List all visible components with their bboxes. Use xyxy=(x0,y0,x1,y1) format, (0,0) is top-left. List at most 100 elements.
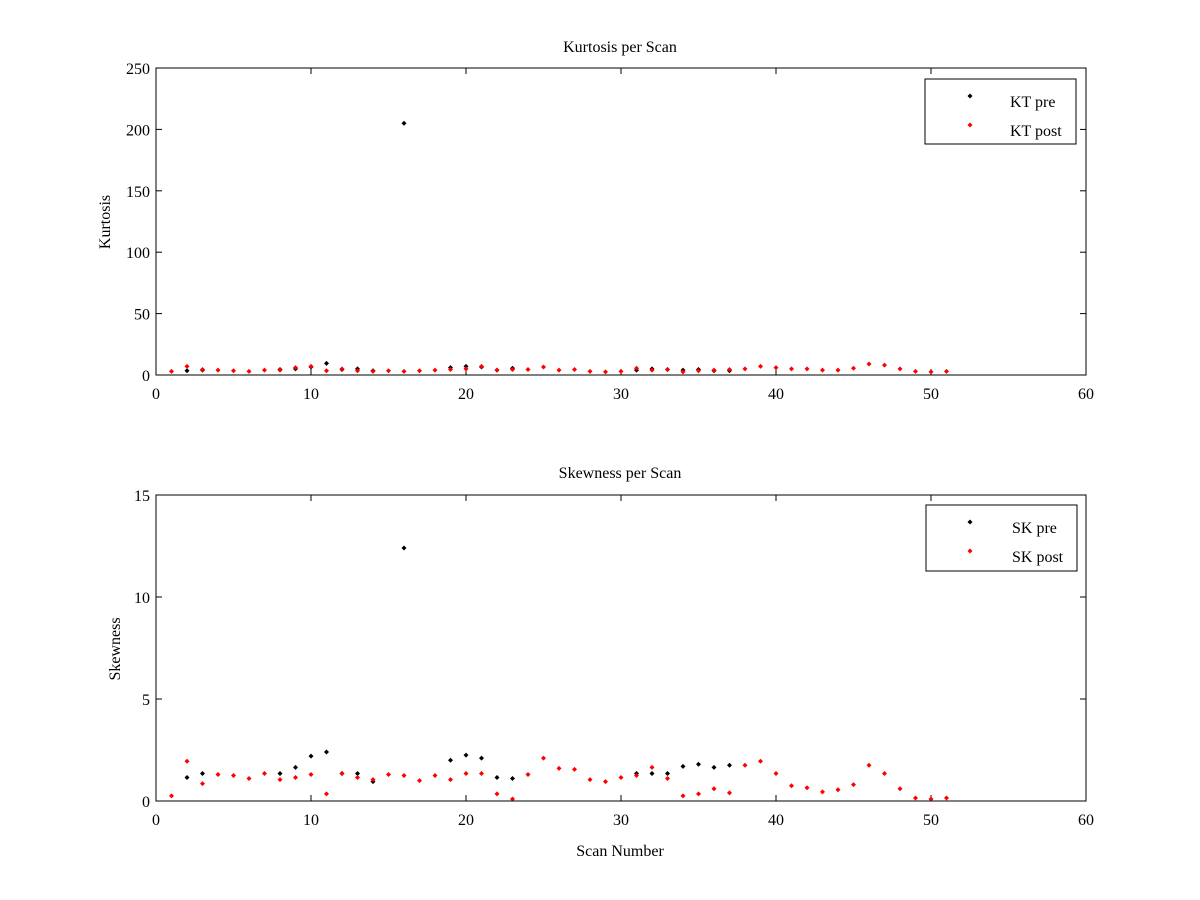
kurtosis-post-point xyxy=(789,366,794,372)
skewness-post-point xyxy=(789,783,794,789)
skewness-post-point xyxy=(711,786,717,792)
skewness-post-point xyxy=(386,771,391,777)
skewness-post-point xyxy=(184,758,190,764)
kurtosis-post-point xyxy=(448,366,453,372)
skewness-legend-marker-post xyxy=(967,548,973,554)
skewness-x-tick-label: 30 xyxy=(613,812,629,829)
kurtosis-x-tick-label: 40 xyxy=(768,386,784,403)
kurtosis-post-point xyxy=(215,367,221,373)
kurtosis-post-point xyxy=(262,367,267,373)
kurtosis-post-point xyxy=(556,367,562,373)
kurtosis-pre-point xyxy=(324,360,329,366)
kurtosis-legend-label-pre: KT pre xyxy=(1010,94,1055,111)
kurtosis-y-tick-label: 0 xyxy=(142,368,150,385)
skewness-post-point xyxy=(277,777,283,783)
kurtosis-x-tick-label: 0 xyxy=(152,386,160,403)
skewness-post-point xyxy=(758,758,763,764)
skewness-post-point xyxy=(510,796,515,802)
skewness-legend-marker-pre xyxy=(967,519,973,525)
kurtosis-post-point xyxy=(727,366,732,372)
kurtosis-post-point xyxy=(572,366,577,372)
skewness-pre-point xyxy=(324,749,329,755)
skewness-post-point xyxy=(308,771,314,777)
skewness-pre-point xyxy=(448,757,453,763)
skewness-x-tick-label: 50 xyxy=(923,812,939,829)
skewness-x-tick-label: 40 xyxy=(768,812,784,829)
kurtosis-post-point xyxy=(479,363,484,369)
kurtosis-legend-marker-pre xyxy=(967,93,973,99)
kurtosis-post-point xyxy=(882,362,887,368)
kurtosis-post-point xyxy=(246,368,252,374)
skewness-post-point xyxy=(324,791,329,797)
kurtosis-post-point xyxy=(525,366,531,372)
kurtosis-plot-frame xyxy=(155,67,1087,376)
kurtosis-post-point xyxy=(432,367,438,373)
skewness-chart-title: Skewness per Scan xyxy=(559,465,682,482)
kurtosis-post-point xyxy=(680,369,686,375)
kurtosis-post-point xyxy=(804,366,810,372)
skewness-pre-point xyxy=(665,770,670,776)
kurtosis-post-point xyxy=(820,367,825,373)
skewness-post-point xyxy=(634,773,639,778)
skewness-post-point xyxy=(479,770,484,776)
skewness-post-point xyxy=(572,766,577,772)
skewness-post-point xyxy=(680,793,686,799)
kurtosis-post-point xyxy=(541,364,546,370)
kurtosis-x-tick-label: 50 xyxy=(923,386,939,403)
kurtosis-post-point xyxy=(649,367,655,373)
kurtosis-post-point xyxy=(370,368,376,374)
skewness-pre-point xyxy=(184,775,190,781)
skewness-x-tick-label: 60 xyxy=(1078,812,1094,829)
skewness-post-point xyxy=(742,762,748,768)
skewness-post-point xyxy=(665,776,670,782)
kurtosis-post-point xyxy=(928,369,934,375)
skewness-x-tick-label: 20 xyxy=(458,812,474,829)
kurtosis-post-point xyxy=(696,368,701,374)
kurtosis-post-point xyxy=(231,368,236,374)
skewness-pre-point xyxy=(463,752,469,758)
skewness-post-point xyxy=(696,791,701,797)
skewness-post-point xyxy=(603,779,608,785)
skewness-pre-point xyxy=(711,764,717,770)
skewness-post-point xyxy=(215,771,221,777)
skewness-pre-point xyxy=(510,776,515,782)
kurtosis-tick-layer: 0 10 20 30 40 50 60 0 50 100 150 200 250 xyxy=(126,61,1094,403)
kurtosis-y-axis-label: Kurtosis xyxy=(97,195,114,249)
skewness-post-point xyxy=(494,791,500,797)
kurtosis-post-point xyxy=(758,363,763,369)
kurtosis-y-tick-label: 50 xyxy=(134,307,150,324)
kurtosis-post-point xyxy=(200,366,205,372)
kurtosis-x-tick-label: 10 xyxy=(303,386,319,403)
kurtosis-x-tick-label: 20 xyxy=(458,386,474,403)
kurtosis-pre-point xyxy=(401,120,407,126)
kurtosis-post-point xyxy=(463,366,469,372)
skewness-pre-point xyxy=(277,770,283,776)
kurtosis-post-point xyxy=(742,366,748,372)
kurtosis-post-point xyxy=(897,366,903,372)
kurtosis-post-point xyxy=(401,368,407,374)
kurtosis-post-point xyxy=(634,365,639,371)
skewness-post-point xyxy=(401,773,407,778)
skewness-post-point xyxy=(820,789,825,795)
kurtosis-post-point xyxy=(308,363,314,369)
skewness-y-axis-label: Skewness xyxy=(107,617,124,680)
kurtosis-post-point xyxy=(665,366,670,372)
skewness-pre-point xyxy=(200,770,205,776)
skewness-x-axis-label: Scan Number xyxy=(576,843,664,860)
skewness-pre-point xyxy=(308,753,314,759)
kurtosis-post-point xyxy=(835,367,841,373)
skewness-post-point xyxy=(851,782,856,788)
skewness-marker-layer xyxy=(169,545,949,802)
skewness-x-tick-label: 10 xyxy=(303,812,319,829)
kurtosis-y-tick-label: 200 xyxy=(126,122,150,139)
skewness-pre-point xyxy=(494,775,500,781)
kurtosis-post-point xyxy=(417,368,422,374)
kurtosis-post-point xyxy=(324,368,329,374)
kurtosis-marker-layer xyxy=(169,120,949,375)
skewness-post-point xyxy=(928,796,934,802)
skewness-pre-point xyxy=(355,770,360,776)
skewness-post-point xyxy=(200,781,205,787)
skewness-chart: Skewness per Scan Skewness Scan Number 0… xyxy=(107,465,1094,860)
